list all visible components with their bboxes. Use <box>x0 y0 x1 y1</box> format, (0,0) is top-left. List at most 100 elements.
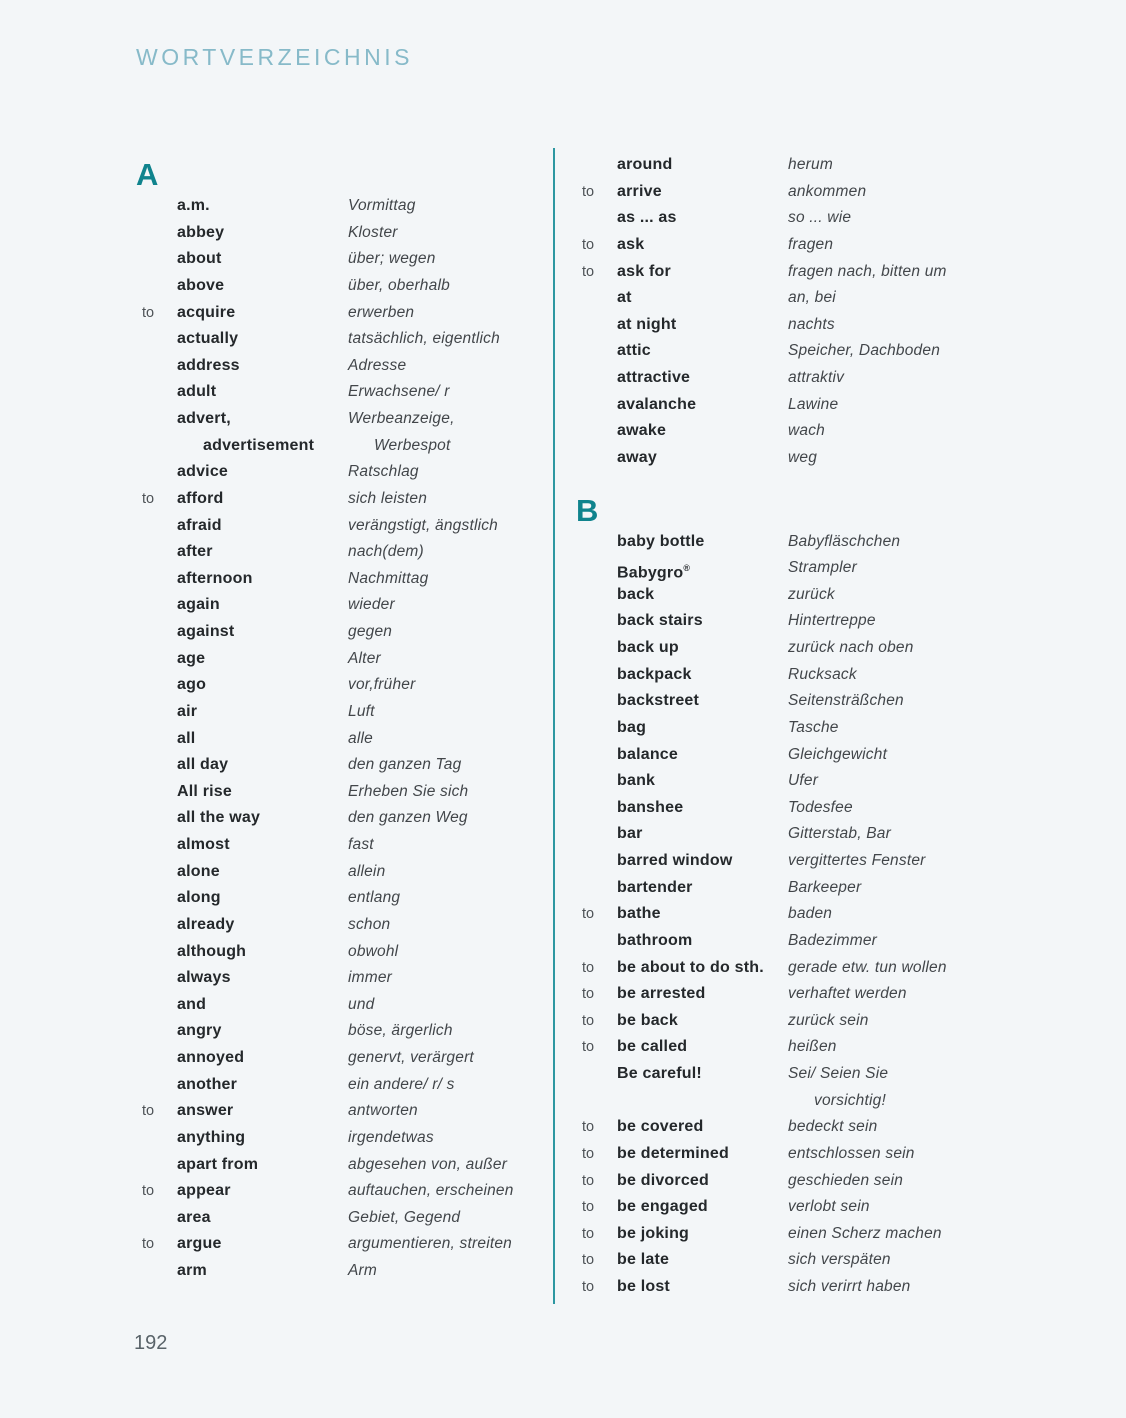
vocab-row: balance Gleichgewicht <box>576 742 1016 769</box>
entry-word: be about to do sth. <box>617 958 764 976</box>
vocab-row: actually tatsächlich, eigentlich <box>136 326 551 353</box>
entry-translation: erwerben <box>348 303 415 321</box>
entry-word: ask for <box>617 262 671 280</box>
entry-translation: verängstigt, ängstlich <box>348 516 499 534</box>
entry-word: be joking <box>617 1224 690 1242</box>
entry-translation: Vormittag <box>348 197 416 214</box>
entry-translation: Strampler <box>788 559 857 577</box>
entry-translation: vor,früher <box>348 676 416 694</box>
vocab-row: to be joking einen Scherz machen <box>576 1221 1016 1248</box>
vocab-row: bathroom Badezimmer <box>576 928 1016 955</box>
vocab-row: air Luft <box>136 699 551 726</box>
entry-translation: zurück nach oben <box>788 639 914 656</box>
entry-translation: Barkeeper <box>788 878 862 896</box>
vocab-row: to be arrested verhaftet werden <box>576 981 1016 1008</box>
vocab-row: again wieder <box>136 592 551 619</box>
vocab-row: advertisement Werbespot <box>136 433 551 460</box>
entry-word: appear <box>177 1182 231 1200</box>
entry-translation: bedeckt sein <box>788 1118 878 1136</box>
entry-word: all <box>177 729 196 747</box>
entry-word: argue <box>177 1235 222 1253</box>
vocab-row: annoyed genervt, verärgert <box>136 1045 551 1072</box>
entry-translation: entlang <box>348 889 401 907</box>
entry-word: be late <box>617 1251 670 1269</box>
vocab-row: at night nachts <box>576 312 1016 339</box>
vocab-row: back up zurück nach oben <box>576 635 1016 662</box>
vocab-row: apart from abgesehen von, außer <box>136 1152 551 1179</box>
vocab-row: alone allein <box>136 859 551 886</box>
section-letter: B <box>576 492 599 528</box>
entry-word: be arrested <box>617 985 706 1003</box>
entry-word: air <box>177 702 198 720</box>
entry-word: advertisement <box>203 436 315 454</box>
entry-translation: nachts <box>788 315 835 333</box>
entry-translation: Todesfee <box>788 798 853 816</box>
vocab-row: to ask for fragen nach, bitten um <box>576 259 1016 286</box>
entry-translation: alle <box>348 729 373 747</box>
entry-translation: weg <box>788 448 818 466</box>
entry-word: answer <box>177 1102 234 1120</box>
vocab-row: banshee Todesfee <box>576 795 1016 822</box>
vocab-row: to bathe baden <box>576 901 1016 928</box>
vocab-row: advice Ratschlag <box>136 459 551 486</box>
vocab-column-right: around herum to arrive ankommen as ... as so .… <box>576 152 1016 1301</box>
entry-word: actually <box>177 330 239 348</box>
entry-translation: über; wegen <box>348 250 436 268</box>
entry-word: a.m. <box>177 197 210 214</box>
vocab-row: all day den ganzen Tag <box>136 752 551 779</box>
entry-word: apart from <box>177 1155 259 1173</box>
vocab-row: already schon <box>136 912 551 939</box>
vocab-row: to be covered bedeckt sein <box>576 1114 1016 1141</box>
entry-translation: an, bei <box>788 289 836 307</box>
vocab-row: to answer antworten <box>136 1098 551 1125</box>
entry-word: afraid <box>177 516 222 534</box>
entry-word: away <box>617 448 657 466</box>
entry-translation: vergittertes Fenster <box>788 852 926 869</box>
vocab-row: abbey Kloster <box>136 220 551 247</box>
vocab-row: All rise Erheben Sie sich <box>136 779 551 806</box>
entry-word: and <box>177 995 207 1013</box>
entry-word: back <box>617 585 655 603</box>
entry-translation: Gebiet, Gegend <box>348 1208 461 1226</box>
vocab-row: about über; wegen <box>136 246 551 273</box>
entry-prefix: to <box>142 1236 155 1253</box>
entry-translation: Badezimmer <box>788 931 877 949</box>
column-divider-line <box>553 148 555 1304</box>
entry-word: as ... as <box>617 209 677 227</box>
vocab-row: area Gebiet, Gegend <box>136 1205 551 1232</box>
entry-translation: Arm <box>348 1262 378 1279</box>
entry-word: advice <box>177 463 229 481</box>
vocab-row: a.m. Vormittag <box>136 193 551 220</box>
entry-translation: Alter <box>348 649 381 667</box>
entry-word: always <box>177 969 231 987</box>
entry-prefix: to <box>582 1199 595 1216</box>
entry-translation: Seitensträßchen <box>788 692 904 710</box>
vocab-row: against gegen <box>136 619 551 646</box>
entry-word: banshee <box>617 798 684 816</box>
entry-word: be called <box>617 1038 688 1056</box>
entry-word: area <box>177 1208 211 1226</box>
entry-translation: abgesehen von, außer <box>348 1155 508 1173</box>
vocab-row: backpack Rucksack <box>576 662 1016 689</box>
entry-translation: ein andere/ r/ s <box>348 1075 455 1093</box>
entry-word: ago <box>177 676 207 694</box>
entry-word: again <box>177 596 220 614</box>
entry-translation: fragen nach, bitten um <box>788 262 947 280</box>
entry-translation: gegen <box>348 623 393 640</box>
vocab-row: to arrive ankommen <box>576 179 1016 206</box>
entry-translation: Hintertreppe <box>788 612 876 630</box>
entry-word: ask <box>617 235 645 253</box>
entry-word: All rise <box>177 782 232 800</box>
entry-translation: geschieden sein <box>788 1171 904 1189</box>
entry-translation: baden <box>788 905 833 923</box>
entry-word: afternoon <box>177 569 253 587</box>
entry-translation: gerade etw. tun wollen <box>788 958 947 976</box>
entry-word: already <box>177 915 235 933</box>
entry-translation: verlobt sein <box>788 1198 870 1216</box>
section-letter: A <box>136 157 159 192</box>
entry-word: another <box>177 1075 238 1093</box>
entry-translation: Erwachsene/ r <box>348 383 450 401</box>
entry-translation: zurück sein <box>788 1011 869 1029</box>
entry-word: although <box>177 942 247 960</box>
